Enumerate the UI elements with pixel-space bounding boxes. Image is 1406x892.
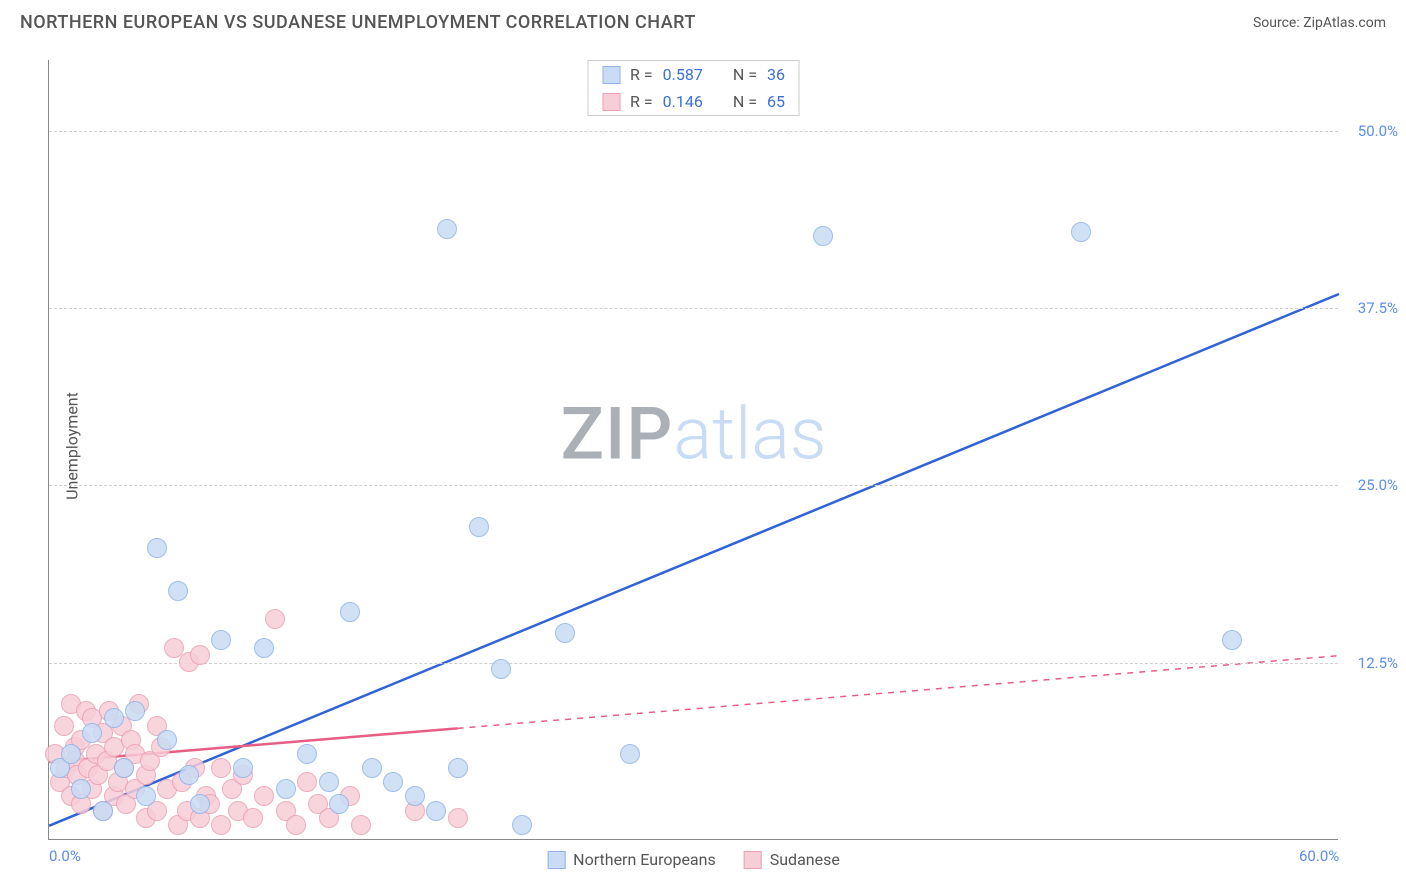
legend-item-northern: Northern Europeans: [547, 850, 716, 869]
gridline: [49, 485, 1338, 486]
scatter-point-northern: [297, 744, 317, 764]
y-tick-label: 50.0%: [1358, 122, 1398, 140]
scatter-point-northern: [82, 723, 102, 743]
scatter-point-sudanese: [297, 772, 317, 792]
swatch-sudanese: [744, 851, 762, 869]
y-tick-label: 12.5%: [1358, 654, 1398, 672]
legend-item-sudanese: Sudanese: [744, 850, 840, 869]
scatter-point-sudanese: [243, 808, 263, 828]
watermark-atlas: atlas: [673, 391, 826, 476]
scatter-point-northern: [319, 772, 339, 792]
trend-lines-layer: [49, 60, 1338, 839]
x-tick-label: 0.0%: [49, 847, 81, 865]
scatter-point-northern: [405, 786, 425, 806]
legend-row-sudanese: R = 0.146 N = 65: [588, 88, 799, 115]
n-value-northern: 36: [767, 65, 785, 84]
scatter-point-northern: [383, 772, 403, 792]
scatter-point-northern: [190, 794, 210, 814]
n-label: N =: [733, 92, 757, 111]
scatter-point-northern: [71, 779, 91, 799]
swatch-northern: [547, 851, 565, 869]
x-tick-label: 60.0%: [1299, 847, 1339, 865]
scatter-point-sudanese: [286, 815, 306, 835]
scatter-point-sudanese: [265, 609, 285, 629]
scatter-point-northern: [448, 758, 468, 778]
scatter-point-northern: [254, 638, 274, 658]
scatter-point-northern: [340, 602, 360, 622]
r-value-northern: 0.587: [663, 65, 703, 84]
scatter-point-northern: [362, 758, 382, 778]
scatter-point-northern: [276, 779, 296, 799]
scatter-point-northern: [1222, 630, 1242, 650]
chart-title: NORTHERN EUROPEAN VS SUDANESE UNEMPLOYME…: [20, 12, 696, 33]
chart-source: Source: ZipAtlas.com: [1253, 15, 1386, 31]
scatter-point-northern: [329, 794, 349, 814]
r-value-sudanese: 0.146: [663, 92, 703, 111]
correlation-legend: R = 0.587 N = 36 R = 0.146 N = 65: [587, 60, 800, 116]
scatter-point-northern: [157, 730, 177, 750]
scatter-point-sudanese: [211, 758, 231, 778]
chart-plot-area: ZIPatlas R = 0.587 N = 36 R = 0.146 N = …: [48, 60, 1338, 840]
scatter-point-northern: [125, 701, 145, 721]
scatter-point-northern: [136, 786, 156, 806]
scatter-point-northern: [555, 623, 575, 643]
trend-line-northern: [49, 294, 1339, 826]
trend-line-dashed-sudanese: [458, 656, 1340, 729]
gridline: [49, 663, 1338, 664]
scatter-point-sudanese: [54, 716, 74, 736]
scatter-point-sudanese: [254, 786, 274, 806]
series-legend: Northern Europeans Sudanese: [547, 850, 840, 869]
scatter-point-northern: [437, 219, 457, 239]
r-label: R =: [630, 65, 653, 84]
scatter-point-sudanese: [351, 815, 371, 835]
scatter-point-northern: [147, 538, 167, 558]
y-tick-label: 37.5%: [1358, 299, 1398, 317]
scatter-point-northern: [61, 744, 81, 764]
scatter-point-northern: [211, 630, 231, 650]
scatter-point-northern: [104, 708, 124, 728]
scatter-point-northern: [512, 815, 532, 835]
scatter-point-northern: [813, 226, 833, 246]
scatter-point-northern: [491, 659, 511, 679]
r-label: R =: [630, 92, 653, 111]
scatter-point-northern: [469, 517, 489, 537]
scatter-point-northern: [1071, 222, 1091, 242]
scatter-point-northern: [233, 758, 253, 778]
scatter-point-sudanese: [448, 808, 468, 828]
scatter-point-northern: [620, 744, 640, 764]
legend-label-northern: Northern Europeans: [573, 850, 716, 869]
scatter-point-sudanese: [190, 645, 210, 665]
scatter-point-northern: [179, 765, 199, 785]
legend-row-northern: R = 0.587 N = 36: [588, 61, 799, 88]
scatter-point-northern: [114, 758, 134, 778]
y-tick-label: 25.0%: [1358, 476, 1398, 494]
swatch-northern: [602, 66, 620, 84]
watermark: ZIPatlas: [561, 391, 827, 476]
n-value-sudanese: 65: [767, 92, 785, 111]
legend-label-sudanese: Sudanese: [770, 850, 840, 869]
gridline: [49, 131, 1338, 132]
swatch-sudanese: [602, 93, 620, 111]
n-label: N =: [733, 65, 757, 84]
gridline: [49, 308, 1338, 309]
scatter-point-northern: [168, 581, 188, 601]
scatter-point-northern: [426, 801, 446, 821]
scatter-point-northern: [93, 801, 113, 821]
scatter-point-sudanese: [211, 815, 231, 835]
watermark-zip: ZIP: [561, 391, 674, 476]
